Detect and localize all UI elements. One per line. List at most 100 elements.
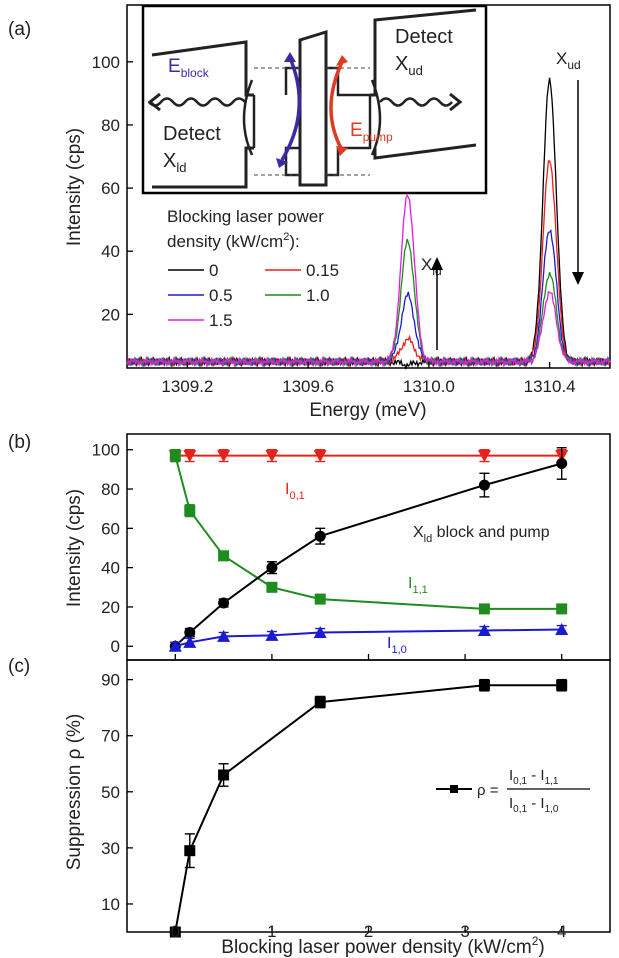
b-marks-point-1-2 bbox=[218, 550, 230, 562]
b-marks-line-2 bbox=[174, 462, 562, 647]
legend-title-line2: density (kW/cm2): bbox=[167, 231, 300, 251]
spectrum-4 bbox=[126, 193, 611, 368]
b-marks-point-2-1 bbox=[184, 626, 196, 638]
b-marks-point-2-2 bbox=[218, 597, 230, 609]
b-marks-point-3-2 bbox=[217, 629, 231, 642]
c-xtick-label-2: 2 bbox=[364, 922, 373, 941]
b-marks-point-2-4 bbox=[314, 530, 326, 542]
inset-left-photon bbox=[148, 97, 246, 107]
legend-label-0: 0 bbox=[209, 261, 218, 280]
b-yticks-label-0: 0 bbox=[111, 637, 120, 656]
b-yticks-label-1: 20 bbox=[101, 598, 120, 617]
inset-detect-left-x: Xld bbox=[163, 150, 186, 175]
label-i10: I1,0 bbox=[387, 635, 407, 656]
inset-right-arc bbox=[370, 79, 382, 156]
legend-label-2: 0.5 bbox=[209, 286, 233, 305]
b-marks-point-1-3 bbox=[266, 581, 278, 593]
inset-left-arc bbox=[242, 79, 254, 156]
c-xtick-label-4: 4 bbox=[557, 922, 566, 941]
a-xtick-label-3: 1310.4 bbox=[524, 377, 576, 396]
b-marks-point-3-6 bbox=[555, 623, 569, 636]
inset-right-barrier bbox=[370, 8, 477, 160]
panel-b-x-ticks bbox=[174, 654, 563, 660]
b-marks-point-0-4 bbox=[313, 450, 327, 463]
inset-left-photon-head bbox=[147, 92, 161, 112]
inset-center-barrier bbox=[298, 29, 328, 187]
panel-a-legend: 0 0.15 0.5 1.0 1.5 bbox=[168, 261, 339, 330]
b-marks-point-2-6 bbox=[556, 457, 568, 469]
b-marks-line-3 bbox=[175, 628, 562, 648]
c-marks-point-0-1 bbox=[184, 845, 196, 857]
panel-b-y-ticks: 0 20 40 60 80 100 bbox=[92, 441, 133, 656]
panel-c-plot: 10 30 50 70 90 0 1 2 3 4 Suppression ρ (%) Block… bbox=[64, 659, 611, 958]
a-xtick-label-1: 1309.6 bbox=[282, 377, 334, 396]
b-marks-point-3-1 bbox=[183, 635, 197, 648]
a-ytick-label-2: 60 bbox=[101, 179, 120, 198]
inset-right-photon bbox=[379, 97, 453, 107]
panel-a-spectra bbox=[126, 77, 611, 371]
arrow-up-head bbox=[431, 257, 443, 270]
a-xtick-label-0: 1309.2 bbox=[161, 377, 213, 396]
b-yticks-label-2: 40 bbox=[101, 559, 120, 578]
panel-c-ylabel: Suppression ρ (%) bbox=[64, 714, 85, 871]
panel-label-b: (b) bbox=[8, 432, 31, 453]
panel-c-x-ticks: 0 1 2 3 4 bbox=[171, 922, 567, 941]
c-marks-point-0-4 bbox=[478, 679, 490, 691]
legend-denominator: I0,1 - I1,0 bbox=[509, 795, 559, 815]
inset-epump-head-bottom bbox=[336, 146, 348, 156]
inset-detect-right: Detect bbox=[395, 26, 453, 48]
b-marks-point-2-5 bbox=[478, 479, 490, 491]
legend-label-3: 1.0 bbox=[306, 286, 330, 305]
b-marks-point-1-5 bbox=[478, 603, 490, 615]
a-ytick-label-4: 100 bbox=[92, 53, 120, 72]
inset-schematic: Detect Xud Detect Xld Eblock Epump bbox=[141, 4, 488, 195]
legend-label-1: 0.15 bbox=[306, 261, 339, 280]
panel-b-plot: 0 20 40 60 80 100 Intensity (cps) I0,1 I1,1 I… bbox=[64, 433, 611, 661]
label-xld-block-pump: Xld block and pump bbox=[413, 524, 550, 545]
legend-rho-marker bbox=[450, 785, 458, 793]
a-xtick-label-2: 1310.0 bbox=[403, 377, 455, 396]
inset-eblock-label: Eblock bbox=[168, 56, 210, 80]
panel-label-a: (a) bbox=[8, 19, 31, 40]
inset-right-photon-head bbox=[449, 92, 463, 112]
a-ytick-label-1: 40 bbox=[101, 242, 120, 261]
b-marks-point-1-6 bbox=[556, 603, 568, 615]
inset-eblock-head-top bbox=[284, 52, 296, 62]
inset-eblock-arrow bbox=[280, 57, 302, 161]
c-yticks-label-4: 90 bbox=[101, 671, 120, 690]
b-marks-point-3-0 bbox=[168, 639, 182, 652]
label-i01: I0,1 bbox=[285, 481, 305, 502]
panel-c-y-ticks: 10 30 50 70 90 bbox=[101, 671, 133, 914]
inset-epump-head-top bbox=[336, 55, 348, 66]
b-marks-point-1-4 bbox=[314, 593, 326, 605]
inset-detect-right-x: Xud bbox=[395, 53, 423, 78]
legend-rho-label: ρ = bbox=[477, 782, 499, 799]
b-marks-point-0-3 bbox=[265, 450, 279, 463]
panel-a-y-ticks: 20 40 60 80 100 bbox=[92, 53, 133, 324]
b-yticks-label-3: 60 bbox=[101, 519, 120, 538]
inset-eblock-head-bottom bbox=[276, 158, 288, 168]
b-marks-point-1-1 bbox=[184, 505, 196, 517]
c-xtick-label-0: 0 bbox=[171, 922, 180, 941]
spectrum-2 bbox=[126, 228, 611, 368]
panel-a-x-ticks: 1309.2 1309.6 1310.0 1310.4 bbox=[161, 362, 576, 396]
panel-a-xlabel: Energy (meV) bbox=[309, 400, 426, 421]
b-marks-point-3-4 bbox=[313, 625, 327, 638]
b-marks-point-1-0 bbox=[169, 450, 181, 462]
a-ytick-label-3: 80 bbox=[101, 116, 120, 135]
panel-b-series bbox=[168, 447, 569, 652]
b-yticks-label-4: 80 bbox=[101, 480, 120, 499]
inset-epump-arrow bbox=[329, 61, 344, 151]
panel-a-ylabel: Intensity (cps) bbox=[64, 128, 85, 246]
legend-label-4: 1.5 bbox=[209, 311, 233, 330]
b-marks-point-3-3 bbox=[265, 628, 279, 641]
panel-c-series bbox=[169, 678, 568, 938]
c-marks-line-0 bbox=[174, 684, 562, 933]
arrow-down-head bbox=[572, 272, 584, 285]
b-yticks-label-5: 100 bbox=[92, 441, 120, 460]
panel-c-xlabel: Blocking laser power density (kW/cm2) bbox=[221, 934, 544, 958]
panel-label-c: (c) bbox=[8, 656, 30, 677]
panel-b-frame bbox=[126, 433, 611, 661]
b-marks-point-0-1 bbox=[183, 450, 197, 463]
